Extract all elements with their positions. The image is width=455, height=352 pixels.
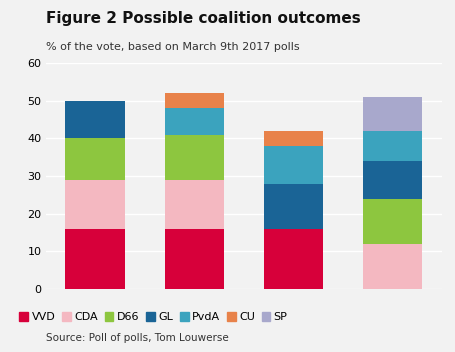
- Legend: VVD, CDA, D66, GL, PvdA, CU, SP: VVD, CDA, D66, GL, PvdA, CU, SP: [20, 312, 287, 322]
- Bar: [164, 228, 224, 289]
- Bar: [362, 131, 421, 161]
- Text: % of the vote, based on March 9th 2017 polls: % of the vote, based on March 9th 2017 p…: [46, 42, 298, 52]
- Text: Source: Poll of polls, Tom Louwerse: Source: Poll of polls, Tom Louwerse: [46, 333, 228, 343]
- Bar: [65, 180, 125, 228]
- Bar: [362, 244, 421, 289]
- Bar: [362, 161, 421, 199]
- Bar: [164, 93, 224, 108]
- Bar: [263, 131, 323, 146]
- Bar: [164, 108, 224, 135]
- Bar: [65, 228, 125, 289]
- Text: Figure 2 Possible coalition outcomes: Figure 2 Possible coalition outcomes: [46, 11, 359, 26]
- Bar: [362, 97, 421, 131]
- Bar: [263, 228, 323, 289]
- Bar: [164, 135, 224, 180]
- Bar: [362, 199, 421, 244]
- Bar: [65, 101, 125, 138]
- Bar: [263, 183, 323, 228]
- Bar: [164, 180, 224, 228]
- Bar: [65, 138, 125, 180]
- Bar: [263, 146, 323, 183]
